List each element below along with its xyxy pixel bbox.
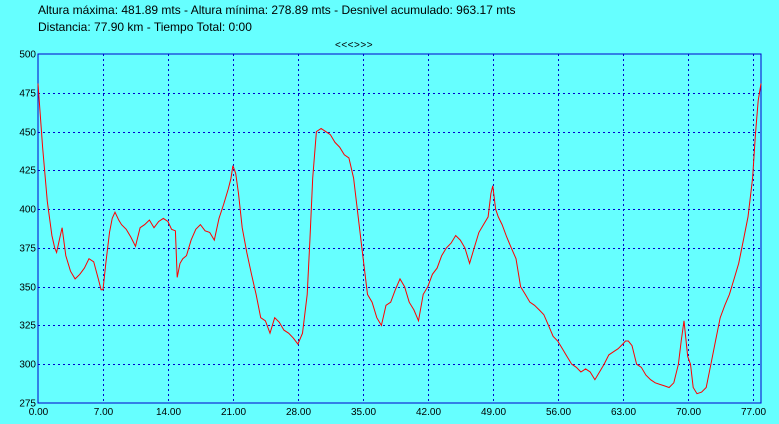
- y-tick-label: 475: [19, 89, 36, 100]
- y-tick-label: 400: [19, 205, 36, 216]
- x-tick-label: 70.00: [676, 407, 701, 418]
- x-tick-label: 28.00: [286, 407, 311, 418]
- x-tick-label: 7.00: [94, 407, 114, 418]
- x-tick-label: 63.00: [611, 407, 636, 418]
- x-tick-label: 35.00: [351, 407, 376, 418]
- chart-navigation[interactable]: <<<>>>: [335, 40, 374, 51]
- y-tick-label: 425: [19, 166, 36, 177]
- x-tick-label: 42.00: [416, 407, 441, 418]
- x-axis-ticks: 0.00 7.00 14.00 21.00 28.00 35.00 42.00 49.00 56…: [29, 407, 767, 418]
- y-tick-label: 325: [19, 321, 36, 332]
- x-tick-label: 14.00: [156, 407, 181, 418]
- grid-lines: [38, 54, 761, 403]
- y-tick-label: 450: [19, 128, 36, 139]
- y-tick-label: 500: [19, 50, 36, 61]
- elevation-summary: Altura máxima: 481.89 mts - Altura mínim…: [38, 3, 516, 17]
- plot-area: [37, 53, 762, 404]
- elevation-profile-line: [37, 83, 762, 395]
- y-tick-label: 300: [19, 360, 36, 371]
- y-tick-label: 275: [19, 399, 36, 410]
- y-tick-label: 375: [19, 244, 36, 255]
- x-tick-label: 21.00: [221, 407, 246, 418]
- y-tick-label: 350: [19, 283, 36, 294]
- distance-summary: Distancia: 77.90 km - Tiempo Total: 0:00: [38, 20, 252, 34]
- x-tick-label: 0.00: [29, 407, 49, 418]
- x-tick-label: 49.00: [481, 407, 506, 418]
- x-tick-label: 77.00: [741, 407, 766, 418]
- x-tick-label: 56.00: [546, 407, 571, 418]
- y-axis-ticks: 275 300 325 350 375 400 425 450 475 500: [19, 50, 36, 410]
